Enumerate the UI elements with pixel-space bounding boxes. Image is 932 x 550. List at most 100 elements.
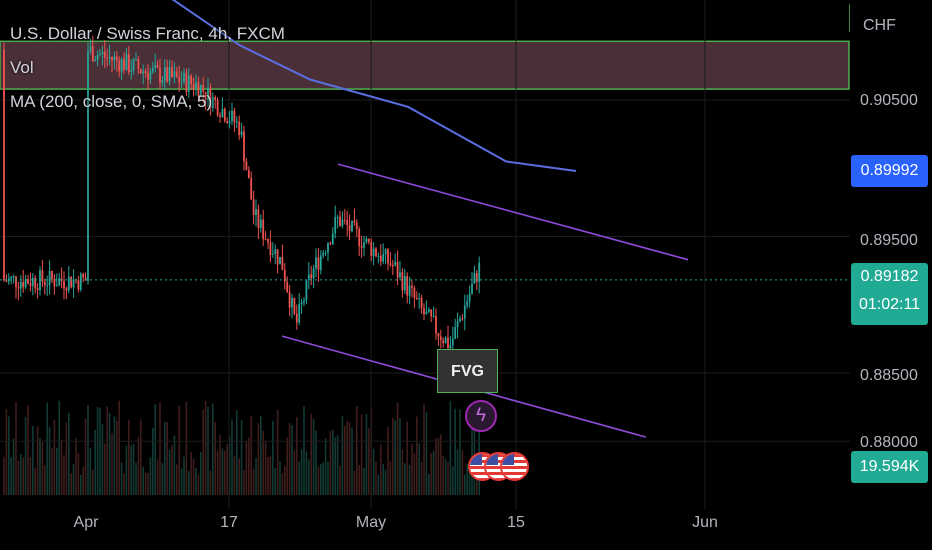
- volume-bar: [293, 450, 296, 495]
- candle-body: [459, 318, 461, 322]
- volume-bar: [334, 437, 336, 495]
- volume-bar: [348, 422, 351, 495]
- volume-bar: [399, 418, 401, 495]
- candle-body: [363, 242, 365, 248]
- volume-bar: [149, 457, 152, 495]
- volume-bar: [459, 409, 461, 495]
- volume-bar: [444, 459, 447, 495]
- candle-body: [161, 80, 164, 83]
- candle-body: [209, 87, 212, 108]
- volume-bar: [269, 456, 272, 495]
- candle-body: [183, 72, 185, 82]
- candle-body: [329, 243, 332, 245]
- candle-body: [159, 67, 161, 83]
- indicator-label[interactable]: MA (200, close, 0, SMA, 5): [10, 92, 213, 111]
- candle-body: [471, 283, 473, 294]
- candle-body: [339, 216, 341, 227]
- volume-bar: [435, 438, 437, 495]
- lightning-bolt-icon[interactable]: ϟ: [465, 400, 497, 432]
- volume-bar: [339, 465, 341, 495]
- candle-body: [91, 46, 94, 62]
- price-axis[interactable]: [850, 0, 932, 510]
- candle-body: [360, 246, 363, 248]
- candle-body: [187, 75, 190, 92]
- candle-body: [432, 315, 435, 317]
- ma-value-tag: 0.89992: [851, 155, 928, 187]
- volume-bar: [154, 404, 156, 495]
- volume-bar: [288, 422, 291, 495]
- candle-body: [55, 285, 58, 287]
- candle-body: [43, 281, 46, 286]
- time-axis[interactable]: [0, 510, 932, 550]
- volume-bar: [36, 426, 39, 495]
- volume-bar: [452, 466, 454, 495]
- volume-bar: [84, 418, 87, 495]
- candle-body: [466, 301, 469, 306]
- candle-body: [10, 276, 13, 279]
- candle-body: [127, 54, 130, 73]
- volume-bar: [209, 470, 212, 495]
- candle-body: [173, 71, 176, 77]
- candle-body: [382, 254, 385, 262]
- volume-bar: [185, 401, 188, 495]
- candle-body: [283, 270, 286, 283]
- volume-bar: [365, 413, 368, 495]
- volume-bar: [380, 444, 382, 495]
- volume-bar: [312, 418, 315, 495]
- candle-body: [365, 238, 368, 243]
- resistance-zone[interactable]: [0, 40, 850, 90]
- volume-bar: [437, 438, 440, 495]
- candle-body: [84, 277, 87, 281]
- volume-bar: [106, 406, 108, 495]
- candle-body: [478, 262, 481, 282]
- grid-lines: [0, 0, 850, 510]
- candle-body: [96, 55, 99, 60]
- volume-bar: [300, 449, 303, 495]
- volume-bar: [116, 420, 118, 495]
- price-tick: 0.89500: [860, 232, 918, 249]
- candle-body: [214, 97, 217, 101]
- candle-body: [336, 216, 339, 218]
- candle-body: [231, 110, 233, 121]
- volume-bar: [360, 414, 363, 495]
- last-price-value: 0.89182: [860, 268, 919, 285]
- fvg-label[interactable]: FVG: [437, 349, 498, 393]
- candle-body: [475, 273, 478, 282]
- us-flag-icon[interactable]: [500, 452, 529, 481]
- volume-value-tag: 19.594K: [851, 451, 928, 483]
- volume-bar: [221, 448, 224, 495]
- volume-bar: [291, 425, 293, 495]
- price-tick: 0.90500: [860, 92, 918, 109]
- volume-bar: [207, 406, 209, 495]
- volume-bar: [351, 427, 353, 495]
- candle-body: [195, 82, 197, 90]
- volume-bar: [111, 433, 113, 495]
- candle-body: [123, 59, 125, 70]
- candle-body: [113, 56, 116, 61]
- volume-bar: [75, 438, 77, 495]
- candle-body: [154, 65, 157, 68]
- candle-body: [468, 293, 471, 302]
- volume-bar: [240, 420, 243, 495]
- volume-bar: [401, 449, 404, 495]
- volume-bar: [341, 415, 344, 495]
- volume-bar: [423, 404, 425, 495]
- candle-body: [394, 261, 397, 266]
- candle-body: [264, 238, 267, 240]
- channel-upper-line[interactable]: [337, 163, 689, 261]
- volume-bar: [72, 464, 75, 495]
- volume-bar: [168, 449, 171, 495]
- candle-body: [327, 243, 329, 253]
- volume-bar: [188, 471, 190, 495]
- volume-bar: [118, 400, 120, 495]
- volume-bar: [156, 459, 159, 495]
- volume-bar: [56, 448, 58, 495]
- volume-bar: [3, 456, 5, 495]
- candle-body: [156, 65, 159, 68]
- volume-bar: [358, 464, 360, 495]
- volume-bar: [456, 448, 459, 495]
- bar-countdown: 01:02:11: [858, 296, 921, 313]
- candle-body: [243, 131, 245, 162]
- candle-body: [449, 345, 452, 349]
